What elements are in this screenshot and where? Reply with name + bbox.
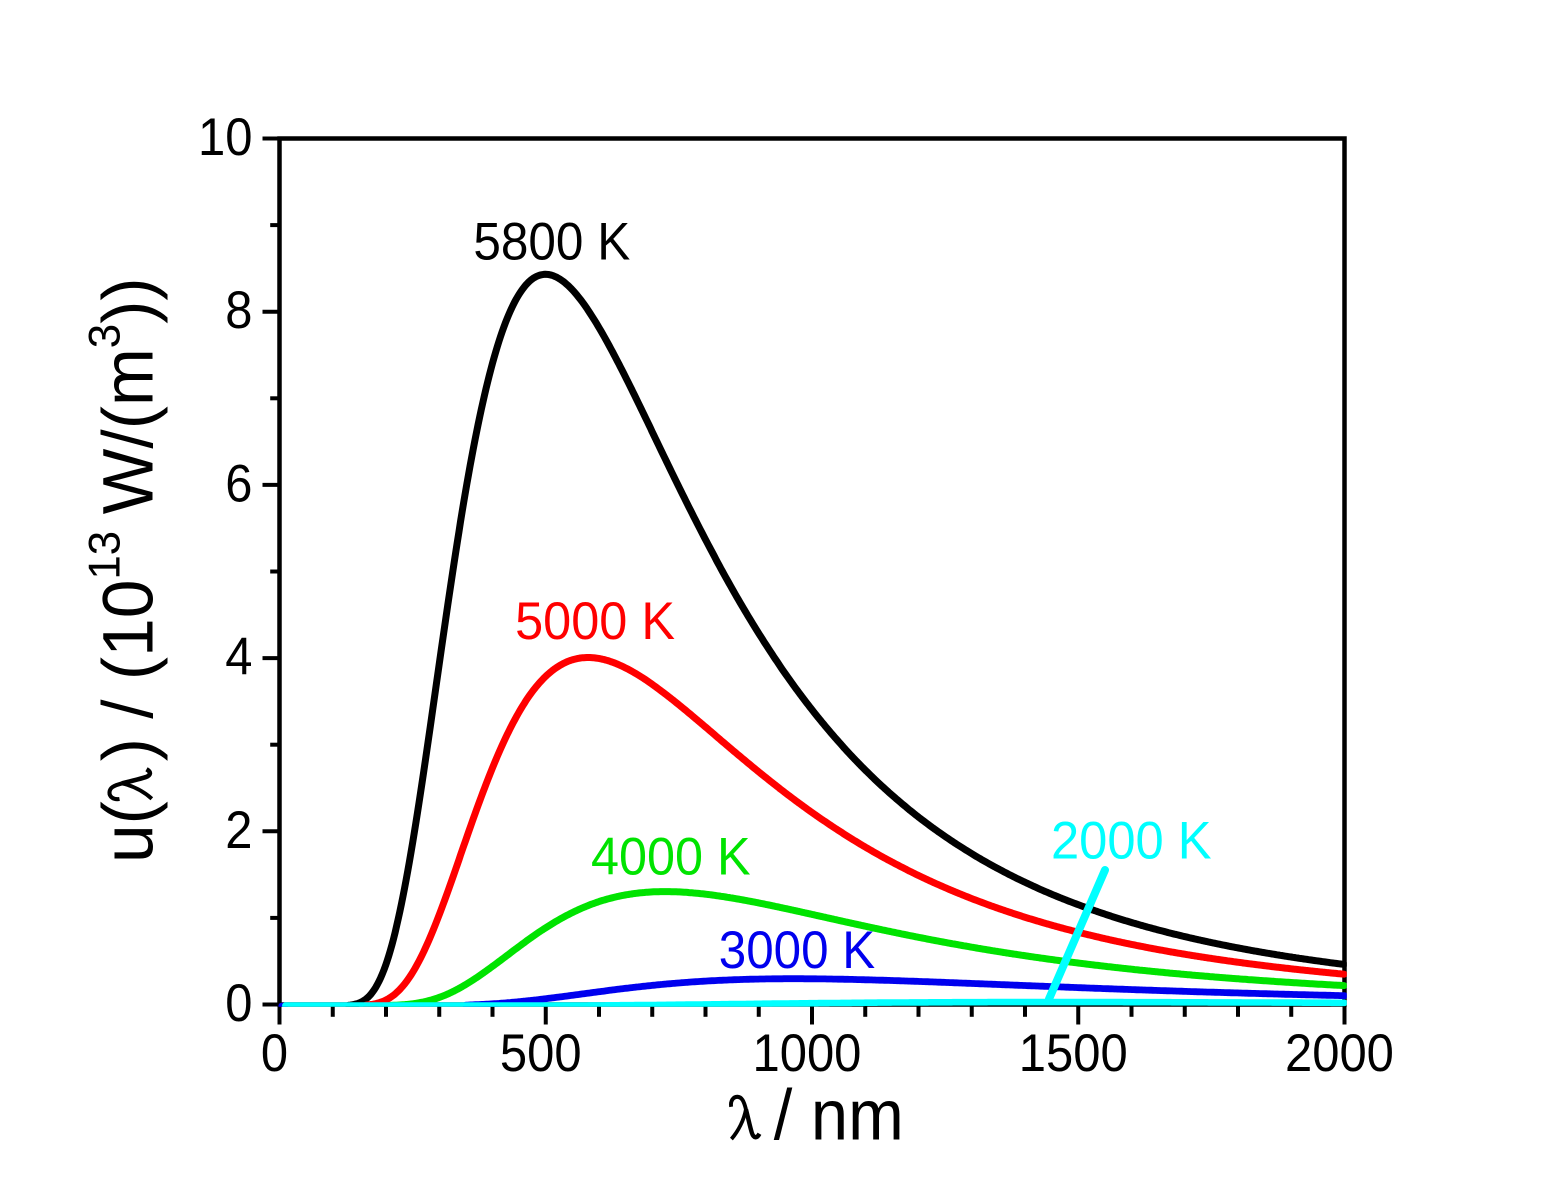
- svg-text:8: 8: [225, 281, 252, 340]
- svg-text:0: 0: [225, 974, 252, 1033]
- svg-text:2000: 2000: [1285, 1024, 1394, 1083]
- svg-text:4: 4: [225, 628, 252, 687]
- svg-text:0: 0: [261, 1024, 288, 1083]
- svg-text:6: 6: [225, 454, 252, 513]
- svg-text:4000 K: 4000 K: [591, 828, 751, 887]
- svg-text:1500: 1500: [1019, 1024, 1128, 1083]
- svg-text:10: 10: [198, 108, 253, 167]
- svg-text:3000 K: 3000 K: [719, 921, 875, 980]
- svg-text:u(: u(: [89, 801, 169, 863]
- svg-text:)): )): [89, 278, 169, 324]
- svg-text:1000: 1000: [753, 1024, 862, 1083]
- svg-text:5000 K: 5000 K: [515, 592, 675, 651]
- svg-text:/ nm: / nm: [774, 1076, 904, 1156]
- svg-text:500: 500: [500, 1024, 582, 1083]
- svg-text:) / (10: ) / (10: [89, 580, 169, 762]
- svg-text:3: 3: [79, 324, 130, 348]
- svg-text:2000 K: 2000 K: [1051, 812, 1212, 871]
- svg-text:2: 2: [225, 801, 252, 860]
- svg-text:13: 13: [79, 531, 130, 580]
- svg-text:5800 K: 5800 K: [473, 213, 630, 272]
- svg-text:W/(m: W/(m: [89, 348, 169, 514]
